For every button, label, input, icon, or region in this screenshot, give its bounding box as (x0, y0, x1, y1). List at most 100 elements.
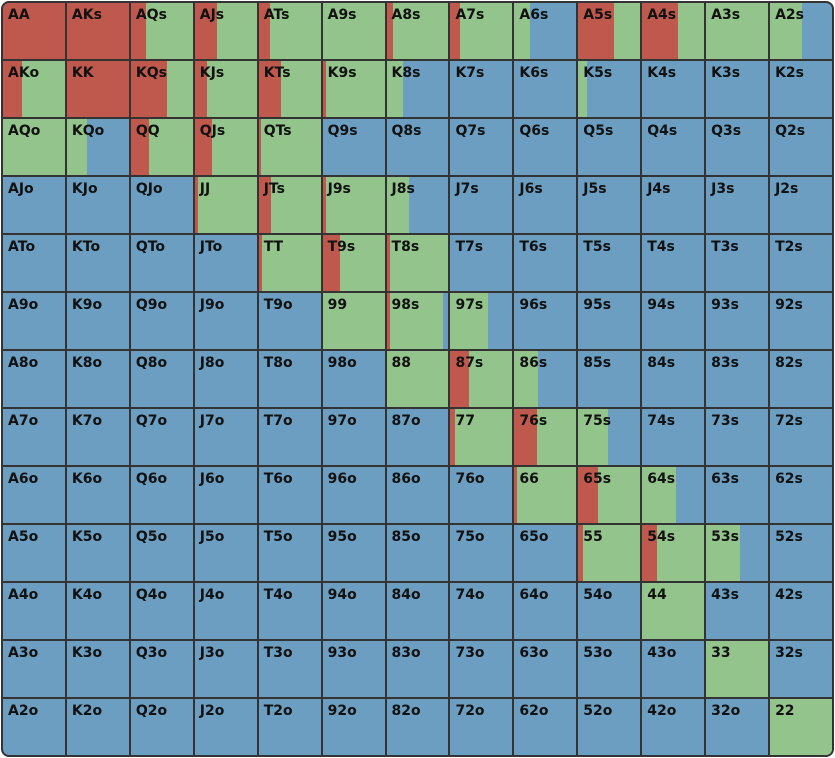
hand-cell[interactable]: A7s (450, 3, 513, 59)
hand-cell[interactable]: T8o (258, 351, 321, 407)
hand-cell[interactable]: KJs (194, 61, 257, 117)
hand-cell[interactable]: 93o (322, 641, 385, 697)
hand-cell[interactable]: 93s (706, 293, 769, 349)
hand-cell[interactable]: A3o (3, 641, 65, 697)
hand-cell[interactable]: 63o (514, 641, 577, 697)
hand-cell[interactable]: Q3s (706, 119, 769, 175)
hand-cell[interactable]: Q8s (386, 119, 449, 175)
hand-cell[interactable]: 83o (386, 641, 449, 697)
hand-cell[interactable]: AQs (130, 3, 193, 59)
hand-cell[interactable]: 74s (642, 409, 705, 465)
hand-cell[interactable]: A8o (3, 351, 65, 407)
hand-cell[interactable]: 54o (578, 583, 641, 639)
hand-cell[interactable]: K4o (66, 583, 129, 639)
hand-cell[interactable]: JTo (194, 235, 257, 291)
hand-cell[interactable]: Q6s (514, 119, 577, 175)
hand-cell[interactable]: A8s (386, 3, 449, 59)
hand-cell[interactable]: K3o (66, 641, 129, 697)
hand-cell[interactable]: KTs (258, 61, 321, 117)
hand-cell[interactable]: 88 (386, 351, 449, 407)
hand-cell[interactable]: QTo (130, 235, 193, 291)
hand-cell[interactable]: AJo (3, 177, 65, 233)
hand-cell[interactable]: T4o (258, 583, 321, 639)
hand-cell[interactable]: 98o (322, 351, 385, 407)
hand-cell[interactable]: 85s (578, 351, 641, 407)
hand-cell[interactable]: Q4o (130, 583, 193, 639)
hand-cell[interactable]: 52s (770, 525, 832, 581)
hand-cell[interactable]: Q2o (130, 699, 193, 755)
hand-cell[interactable]: J4o (194, 583, 257, 639)
hand-cell[interactable]: 75o (450, 525, 513, 581)
hand-cell[interactable]: 97s (450, 293, 513, 349)
hand-cell[interactable]: A5o (3, 525, 65, 581)
hand-cell[interactable]: 96s (514, 293, 577, 349)
hand-cell[interactable]: 86o (386, 467, 449, 523)
hand-cell[interactable]: 44 (642, 583, 705, 639)
hand-cell[interactable]: A6s (514, 3, 577, 59)
hand-cell[interactable]: J3s (706, 177, 769, 233)
hand-cell[interactable]: JTs (258, 177, 321, 233)
hand-cell[interactable]: 99 (322, 293, 385, 349)
hand-cell[interactable]: 87s (450, 351, 513, 407)
hand-cell[interactable]: K9o (66, 293, 129, 349)
hand-cell[interactable]: A9s (322, 3, 385, 59)
hand-cell[interactable]: JJ (194, 177, 257, 233)
hand-cell[interactable]: 42s (770, 583, 832, 639)
hand-cell[interactable]: 52o (578, 699, 641, 755)
hand-cell[interactable]: T8s (386, 235, 449, 291)
hand-cell[interactable]: 62o (514, 699, 577, 755)
hand-cell[interactable]: J7o (194, 409, 257, 465)
hand-cell[interactable]: 92s (770, 293, 832, 349)
hand-cell[interactable]: J3o (194, 641, 257, 697)
hand-cell[interactable]: T4s (642, 235, 705, 291)
hand-cell[interactable]: 85o (386, 525, 449, 581)
hand-cell[interactable]: Q5s (578, 119, 641, 175)
hand-cell[interactable]: Q9s (322, 119, 385, 175)
hand-cell[interactable]: 53s (706, 525, 769, 581)
hand-cell[interactable]: K4s (642, 61, 705, 117)
hand-cell[interactable]: 96o (322, 467, 385, 523)
hand-cell[interactable]: T3s (706, 235, 769, 291)
hand-cell[interactable]: KJo (66, 177, 129, 233)
hand-cell[interactable]: T2s (770, 235, 832, 291)
hand-cell[interactable]: 76o (450, 467, 513, 523)
hand-cell[interactable]: KTo (66, 235, 129, 291)
hand-cell[interactable]: TT (258, 235, 321, 291)
hand-cell[interactable]: ATo (3, 235, 65, 291)
hand-cell[interactable]: T9o (258, 293, 321, 349)
hand-cell[interactable]: Q8o (130, 351, 193, 407)
hand-cell[interactable]: 64s (642, 467, 705, 523)
hand-cell[interactable]: 94s (642, 293, 705, 349)
hand-cell[interactable]: K9s (322, 61, 385, 117)
hand-cell[interactable]: 32o (706, 699, 769, 755)
hand-cell[interactable]: 92o (322, 699, 385, 755)
hand-cell[interactable]: J2s (770, 177, 832, 233)
hand-cell[interactable]: T5o (258, 525, 321, 581)
hand-cell[interactable]: 43s (706, 583, 769, 639)
hand-cell[interactable]: 43o (642, 641, 705, 697)
hand-cell[interactable]: K2o (66, 699, 129, 755)
hand-cell[interactable]: 55 (578, 525, 641, 581)
hand-cell[interactable]: AKs (66, 3, 129, 59)
hand-cell[interactable]: T3o (258, 641, 321, 697)
hand-cell[interactable]: QQ (130, 119, 193, 175)
hand-cell[interactable]: 32s (770, 641, 832, 697)
hand-cell[interactable]: Q4s (642, 119, 705, 175)
hand-cell[interactable]: 76s (514, 409, 577, 465)
hand-cell[interactable]: 73s (706, 409, 769, 465)
hand-cell[interactable]: 33 (706, 641, 769, 697)
hand-cell[interactable]: 42o (642, 699, 705, 755)
hand-cell[interactable]: T7s (450, 235, 513, 291)
hand-cell[interactable]: K6s (514, 61, 577, 117)
hand-cell[interactable]: AA (3, 3, 65, 59)
hand-cell[interactable]: 72o (450, 699, 513, 755)
hand-cell[interactable]: A5s (578, 3, 641, 59)
hand-cell[interactable]: 64o (514, 583, 577, 639)
hand-cell[interactable]: 83s (706, 351, 769, 407)
hand-cell[interactable]: 84o (386, 583, 449, 639)
hand-cell[interactable]: J4s (642, 177, 705, 233)
hand-cell[interactable]: J8s (386, 177, 449, 233)
hand-cell[interactable]: A4o (3, 583, 65, 639)
hand-cell[interactable]: Q6o (130, 467, 193, 523)
hand-cell[interactable]: Q2s (770, 119, 832, 175)
